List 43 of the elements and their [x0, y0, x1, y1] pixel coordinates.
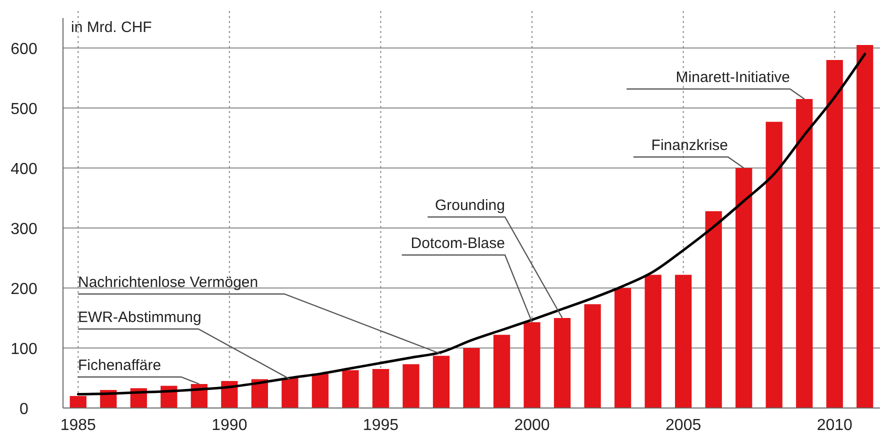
- y-tick-label: 200: [10, 281, 38, 298]
- annotation: EWR-Abstimmung: [78, 309, 202, 326]
- bar: [342, 370, 359, 408]
- bar: [524, 322, 540, 408]
- bar: [432, 356, 450, 408]
- x-tick-label: 1995: [362, 417, 399, 434]
- bar: [463, 348, 480, 408]
- bar: [584, 304, 601, 408]
- bar: [312, 374, 329, 408]
- y-tick-label: 0: [20, 401, 29, 418]
- y-tick-label: 400: [10, 161, 38, 178]
- bar: [856, 45, 874, 408]
- y-tick-label: 500: [10, 101, 38, 118]
- x-tick-label: 1990: [212, 417, 248, 434]
- bar: [372, 369, 390, 408]
- bar: [705, 211, 722, 408]
- annotation: Dotcom-Blase: [410, 235, 505, 252]
- annotation: Nachrichtenlose Vermögen: [78, 274, 258, 291]
- y-axis-title: in Mrd. CHF: [71, 19, 152, 36]
- y-tick-label: 600: [10, 41, 38, 58]
- line-series: [76, 52, 866, 396]
- bar: [402, 364, 420, 408]
- y-tick-label: 300: [10, 221, 38, 238]
- x-tick-label: 2010: [816, 417, 853, 434]
- bar: [644, 274, 662, 408]
- bar: [282, 378, 298, 408]
- bar: [674, 274, 692, 408]
- bar: [736, 168, 752, 408]
- bar: [766, 122, 782, 408]
- bar: [554, 318, 571, 408]
- bar: [614, 288, 632, 408]
- x-tick-label: 2005: [666, 417, 702, 434]
- bar: [70, 396, 86, 408]
- annotation: Fichenaffäre: [78, 357, 162, 374]
- bar: [796, 99, 813, 408]
- annotation: Minarett-Initiative: [676, 69, 790, 86]
- annotation: Grounding: [434, 197, 505, 214]
- annotation: Finanzkrise: [651, 137, 728, 154]
- x-tick-label: 2000: [514, 417, 550, 434]
- y-tick-label: 100: [10, 341, 38, 358]
- bar: [826, 60, 843, 408]
- bar: [493, 334, 510, 408]
- x-tick-label: 1985: [60, 417, 96, 434]
